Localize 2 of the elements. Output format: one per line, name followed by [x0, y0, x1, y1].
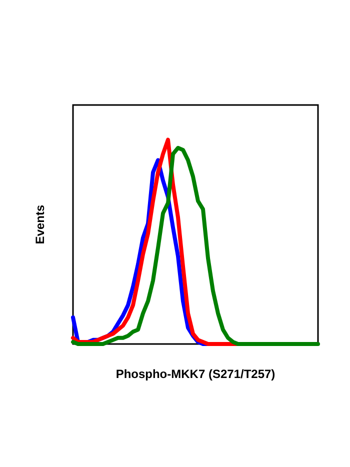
x-axis-title: Phospho-MKK7 (S271/T257)	[116, 367, 276, 381]
y-axis-title: Events	[33, 204, 47, 244]
